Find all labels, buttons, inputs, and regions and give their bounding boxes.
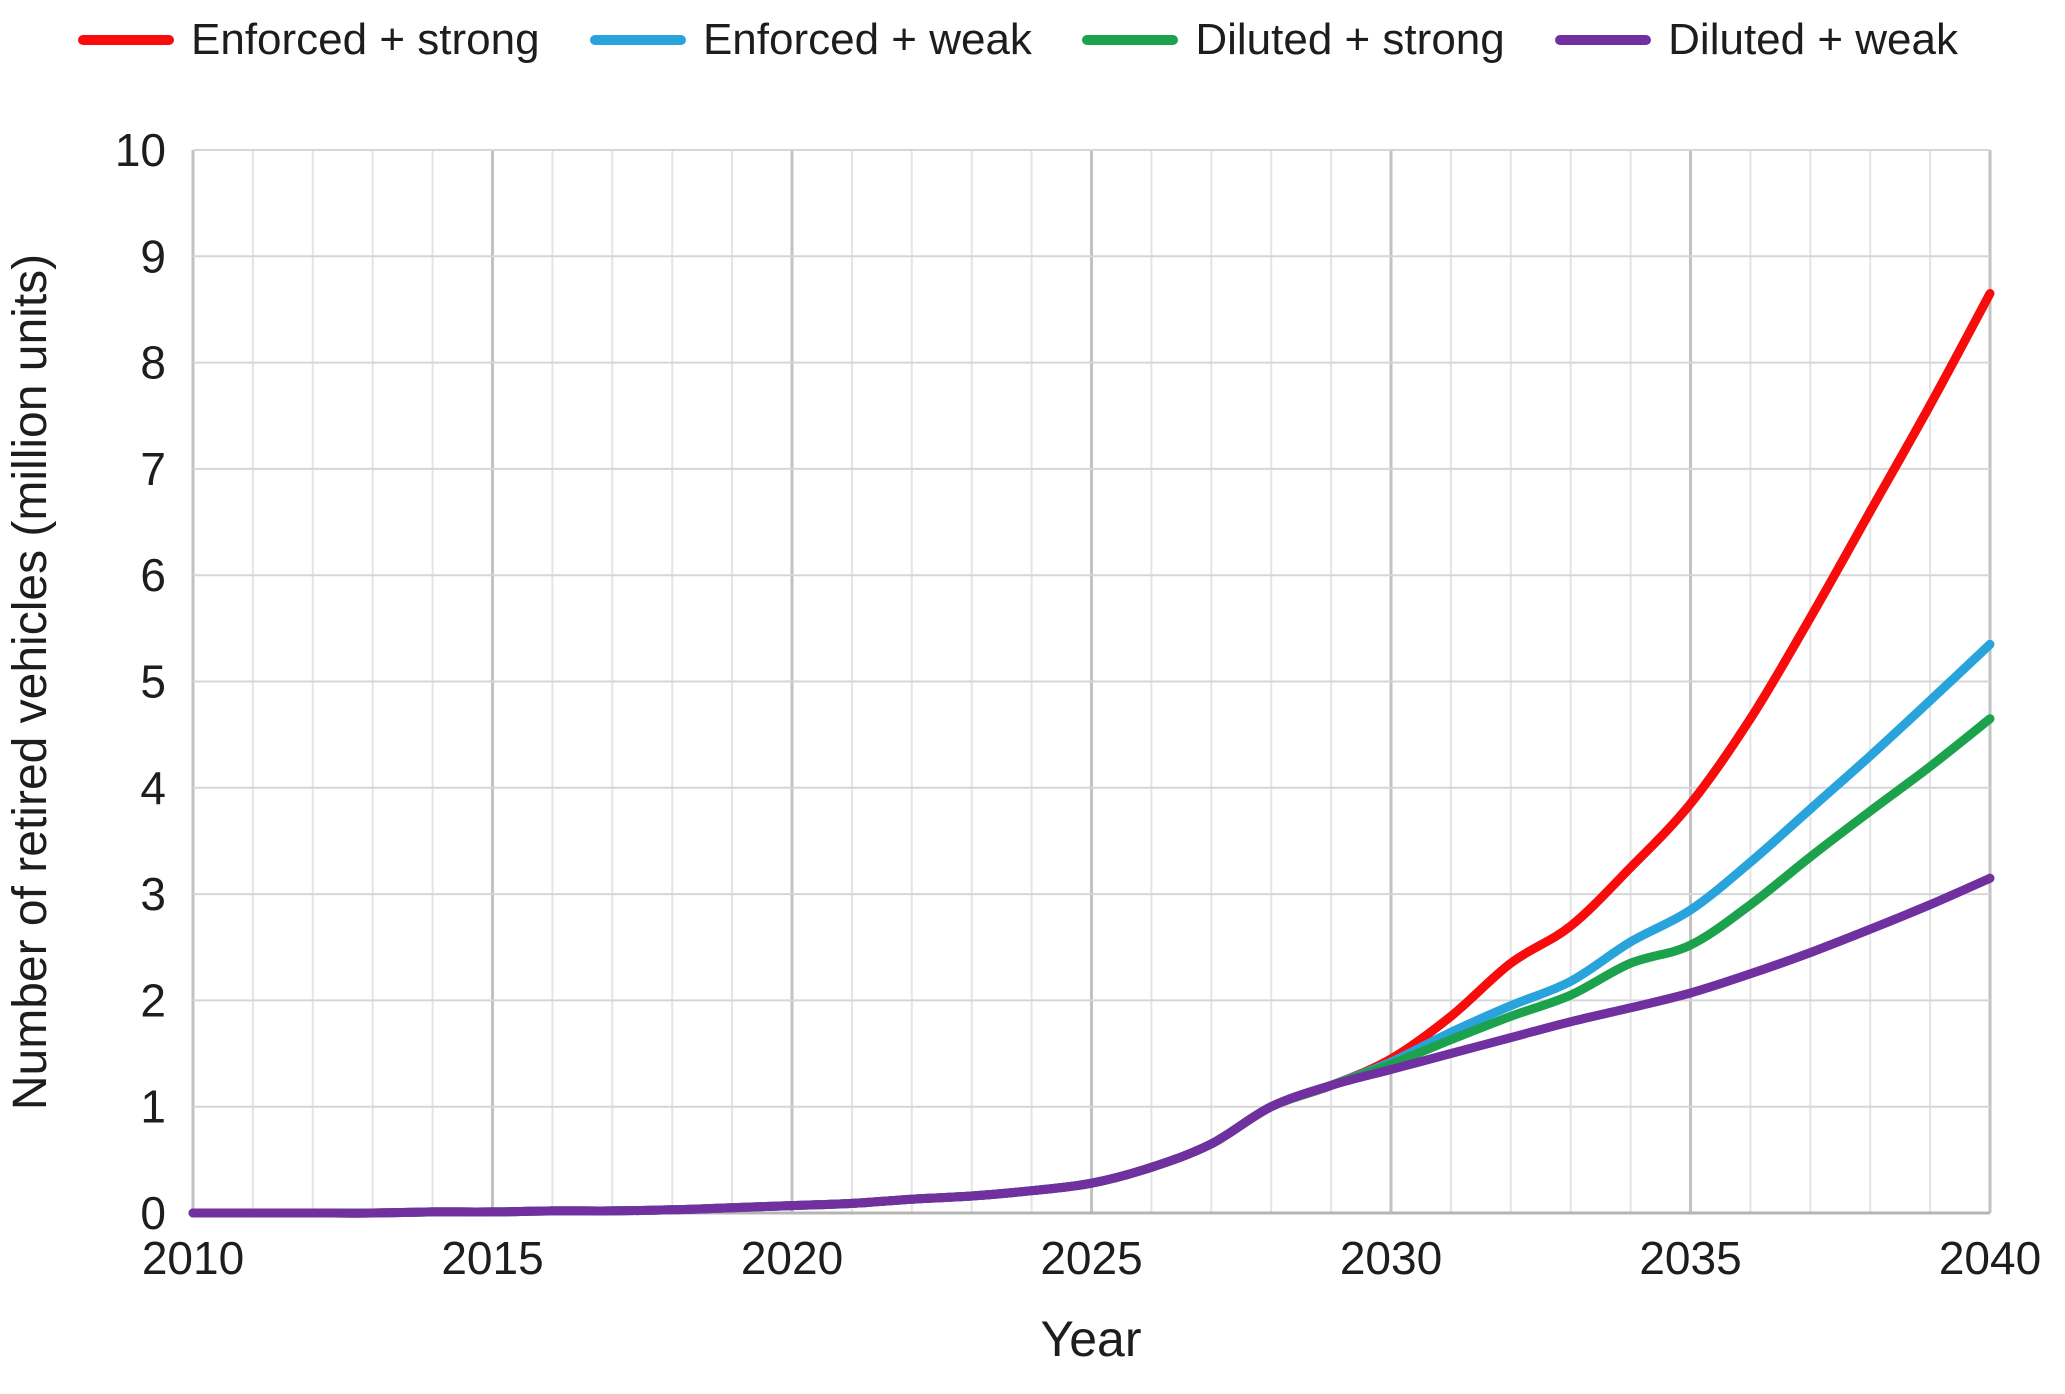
y-tick-4: 4 [140,762,166,814]
x-tick-2035: 2035 [1639,1232,1741,1284]
y-tick-8: 8 [140,337,166,389]
legend-label-diluted-strong: Diluted + strong [1195,15,1505,64]
y-tick-2: 2 [140,974,166,1026]
y-tick-5: 5 [140,656,166,708]
legend-item-diluted-strong: Diluted + strong [1082,15,1505,65]
chart-legend: Enforced + strong Enforced + weak Dilute… [78,8,1958,72]
legend-swatch-enforced-strong [78,35,174,45]
y-tick-3: 3 [140,868,166,920]
y-tick-10: 10 [115,124,166,176]
y-tick-7: 7 [140,443,166,495]
series-line-diluted-weak [188,873,1995,1218]
x-axis-title: Year [1040,1311,1141,1367]
y-tick-6: 6 [140,549,166,601]
legend-swatch-diluted-strong [1082,35,1179,45]
x-axis-tick-labels: 2010 2015 2020 2025 2030 2035 2040 [142,1232,2041,1284]
legend-swatch-enforced-weak [589,35,686,45]
legend-item-enforced-weak: Enforced + weak [589,15,1032,65]
y-axis-title: Number of retired vehicles (million unit… [4,254,57,1110]
x-tick-2030: 2030 [1340,1232,1442,1284]
horizontal-gridlines [193,149,1990,1215]
legend-label-diluted-weak: Diluted + weak [1668,15,1958,64]
legend-label-enforced-weak: Enforced + weak [702,15,1032,64]
legend-item-diluted-weak: Diluted + weak [1555,15,1958,65]
legend-label-enforced-strong: Enforced + strong [191,15,540,64]
x-tick-2020: 2020 [741,1232,843,1284]
legend-item-enforced-strong: Enforced + strong [78,15,540,65]
x-tick-2015: 2015 [441,1232,543,1284]
y-tick-0: 0 [140,1187,166,1239]
x-tick-2025: 2025 [1040,1232,1142,1284]
x-tick-2040: 2040 [1939,1232,2041,1284]
y-axis-tick-labels: 0 1 2 3 4 5 6 7 8 9 10 [115,124,166,1239]
legend-swatch-diluted-weak [1555,35,1652,45]
y-tick-1: 1 [140,1081,166,1133]
y-tick-9: 9 [140,230,166,282]
series-lines [188,289,1995,1218]
x-tick-2010: 2010 [142,1232,244,1284]
